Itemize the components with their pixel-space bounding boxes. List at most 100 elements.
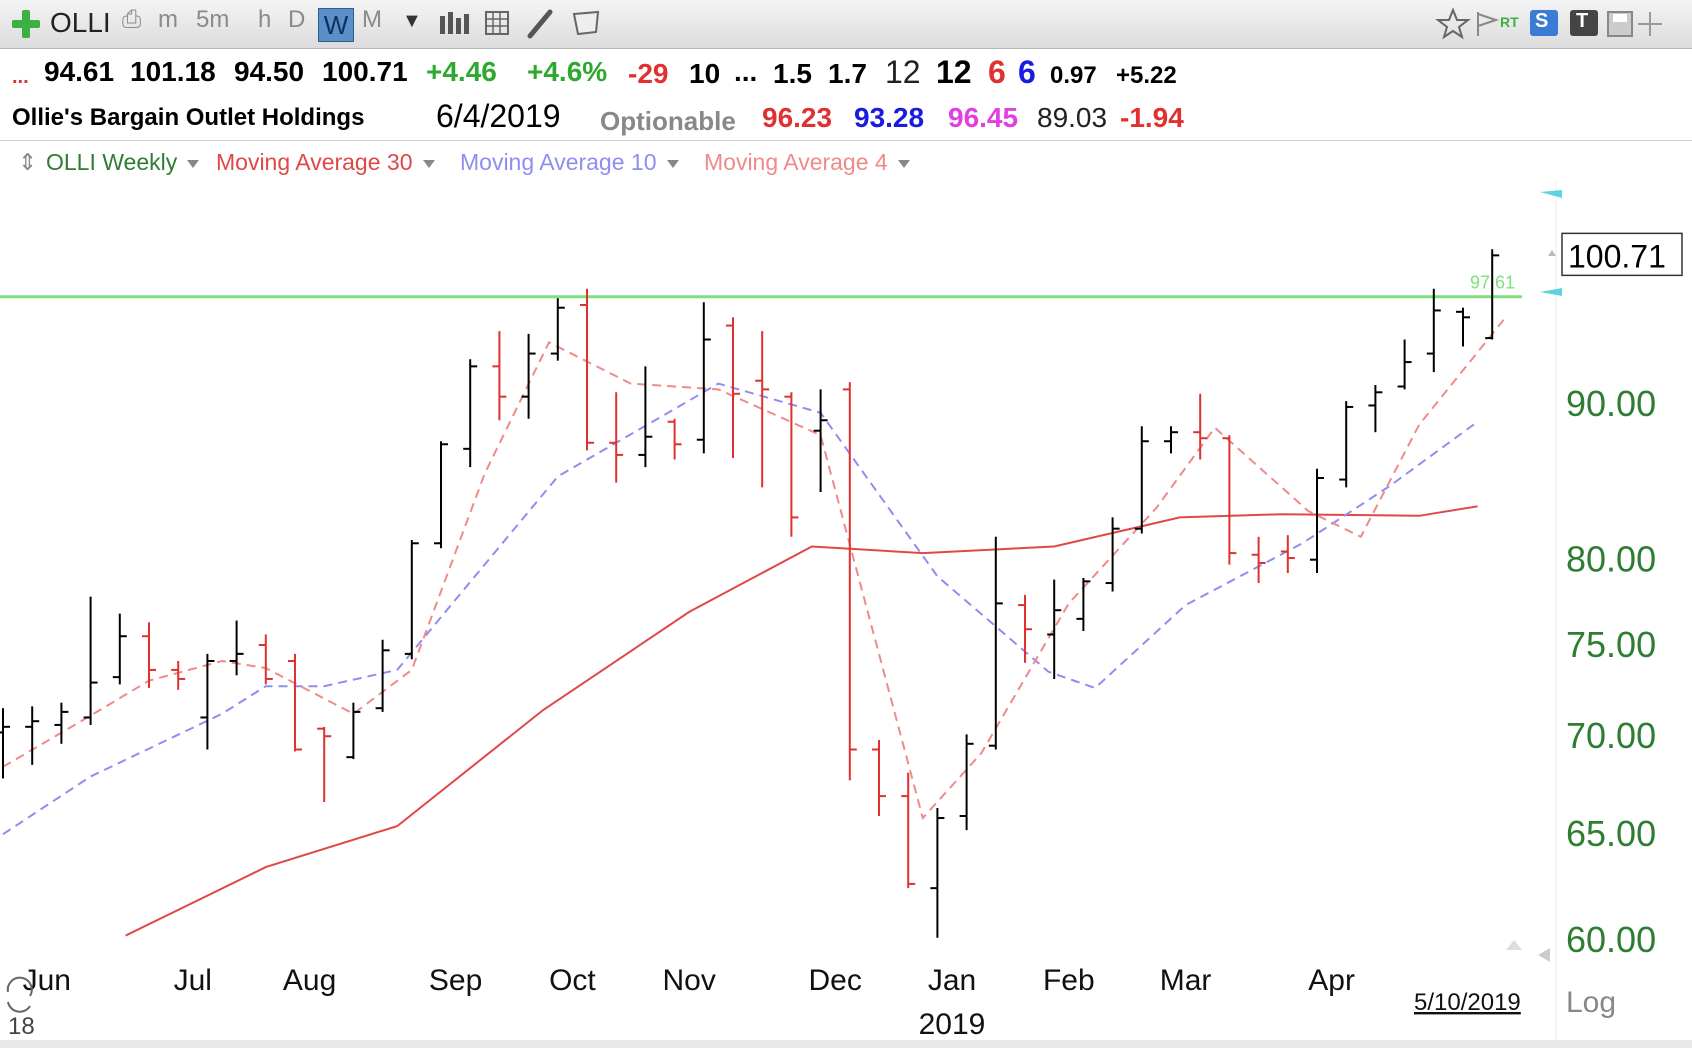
ohlc-bar[interactable] — [1251, 536, 1266, 584]
ohlc-bar[interactable] — [434, 441, 448, 549]
s-badge[interactable] — [1530, 10, 1558, 36]
chevron-down-icon[interactable] — [897, 159, 910, 168]
legend-item-ma10[interactable]: Moving Average 10 — [460, 149, 679, 176]
ohlc-bar[interactable] — [1339, 401, 1354, 488]
scroll-up-icon[interactable] — [1506, 940, 1522, 950]
ohlc-bar[interactable] — [755, 331, 770, 488]
legend-handle-icon[interactable]: ⇕ — [18, 149, 38, 175]
ohlc-bar[interactable] — [580, 288, 594, 451]
printer-icon[interactable]: ⎙ — [122, 6, 142, 33]
quote-high: 101.18 — [130, 56, 216, 87]
ohlc-bar[interactable] — [346, 702, 361, 760]
ohlc-bar[interactable] — [404, 540, 419, 660]
ohlc-bar[interactable] — [988, 536, 1003, 750]
ohlc-bar[interactable] — [667, 418, 682, 460]
timeframe-hour[interactable]: h — [258, 6, 272, 33]
timeframe-minute[interactable]: m — [158, 6, 178, 33]
ohlc-bar[interactable] — [1456, 307, 1470, 347]
note-icon[interactable] — [572, 10, 600, 36]
ohlc-bar[interactable] — [726, 317, 740, 458]
ohlc-bar[interactable] — [930, 808, 945, 938]
flag-icon[interactable] — [1477, 12, 1500, 36]
ohlc-bar[interactable] — [317, 726, 332, 803]
ohlc-bar[interactable] — [1193, 393, 1208, 460]
ohlc-bar[interactable] — [1280, 535, 1295, 573]
log-scale-label[interactable]: Log — [1566, 986, 1616, 1019]
quote-value-5: 12 — [885, 54, 921, 90]
ohlc-bar[interactable] — [1485, 249, 1500, 340]
chevron-down-icon[interactable] — [187, 159, 200, 168]
ohlc-bar[interactable] — [112, 613, 127, 685]
ohlc-bar[interactable] — [1164, 426, 1178, 454]
date-box-label[interactable]: 5/10/2019 — [1414, 989, 1521, 1016]
ohlc-bar[interactable] — [1310, 468, 1324, 573]
info-value-2: 93.28 — [854, 102, 925, 133]
timeframe-month[interactable]: M — [362, 6, 382, 33]
ohlc-bar[interactable] — [54, 702, 69, 744]
ohlc-bar[interactable] — [229, 620, 244, 676]
ohlc-bar[interactable] — [25, 706, 40, 765]
ohlc-bar[interactable] — [83, 596, 98, 725]
ohlc-bar[interactable] — [784, 392, 799, 537]
ohlc-bar[interactable] — [1018, 594, 1032, 663]
ohlc-bar[interactable] — [1105, 517, 1120, 592]
ohlc-bar[interactable] — [1076, 578, 1091, 631]
ohlc-bar[interactable] — [492, 331, 507, 421]
timeframe-5-minute[interactable]: 5m — [196, 6, 230, 33]
x-tick-label: Oct — [549, 964, 596, 997]
pencil-icon[interactable] — [527, 9, 553, 39]
ohlc-bar[interactable] — [375, 639, 390, 712]
ohlc-bar[interactable] — [258, 634, 273, 685]
company-name: Ollie's Bargain Outlet Holdings — [12, 104, 365, 131]
add-symbol-icon[interactable] — [12, 10, 40, 38]
ohlc-bar[interactable] — [1134, 426, 1149, 534]
ohlc-bar[interactable] — [171, 660, 186, 690]
save-icon[interactable] — [1607, 11, 1633, 37]
ohlc-bar[interactable] — [0, 708, 10, 779]
ohlc-bar[interactable] — [521, 333, 536, 419]
timeframe-week[interactable]: W — [318, 8, 354, 42]
ohlc-bar[interactable] — [463, 359, 478, 468]
refresh-icon[interactable] — [6, 976, 33, 1013]
legend-item-ma30[interactable]: Moving Average 30 — [216, 149, 435, 176]
y-tick-label: 65.00 — [1566, 813, 1656, 854]
star-icon[interactable] — [1435, 7, 1471, 40]
legend-label: Moving Average 4 — [704, 149, 888, 175]
ohlc-bar[interactable] — [609, 392, 624, 483]
ohlc-bar[interactable] — [842, 382, 857, 781]
ohlc-bar[interactable] — [1222, 435, 1237, 565]
ohlc-bar[interactable] — [959, 734, 974, 831]
y-tick-label: 90.00 — [1566, 383, 1656, 424]
ohlc-bar[interactable] — [1426, 288, 1441, 373]
rt-label[interactable]: RT — [1500, 14, 1519, 30]
ohlc-bar[interactable] — [901, 772, 916, 889]
ohlc-bar[interactable] — [1047, 579, 1062, 679]
ohlc-bar[interactable] — [638, 366, 653, 468]
ohlc-bar[interactable] — [1368, 385, 1383, 433]
ohlc-bar[interactable] — [696, 302, 711, 454]
ohlc-bar[interactable] — [813, 389, 828, 493]
info-date: 6/4/2019 — [436, 98, 561, 134]
ohlc-bar[interactable] — [288, 653, 302, 752]
move-icon[interactable] — [1638, 12, 1662, 36]
ohlc-bar[interactable] — [872, 740, 886, 817]
ohlc-bar[interactable] — [550, 298, 565, 361]
chevron-down-icon[interactable] — [422, 159, 435, 168]
chevron-down-icon[interactable] — [666, 159, 679, 168]
quote-dots: ... — [734, 56, 758, 87]
chevron-down-icon[interactable]: ▼ — [402, 10, 422, 32]
legend-item-olli-weekly[interactable]: OLLI Weekly — [46, 149, 200, 176]
ohlc-bar[interactable] — [1397, 339, 1412, 390]
legend-item-ma4[interactable]: Moving Average 4 — [704, 149, 910, 176]
ohlc-bar[interactable] — [142, 622, 156, 689]
bar-chart-icon[interactable] — [440, 12, 469, 34]
quote-low: 94.50 — [234, 56, 305, 87]
quote-open: 94.61 — [44, 56, 115, 87]
timeframe-day[interactable]: D — [288, 6, 306, 33]
grid-settings-icon[interactable] — [485, 11, 509, 35]
symbol-label[interactable]: OLLI — [50, 7, 111, 38]
t-badge[interactable] — [1570, 10, 1598, 36]
scroll-left-icon[interactable] — [1538, 948, 1550, 962]
ohlc-bar[interactable] — [200, 653, 215, 750]
